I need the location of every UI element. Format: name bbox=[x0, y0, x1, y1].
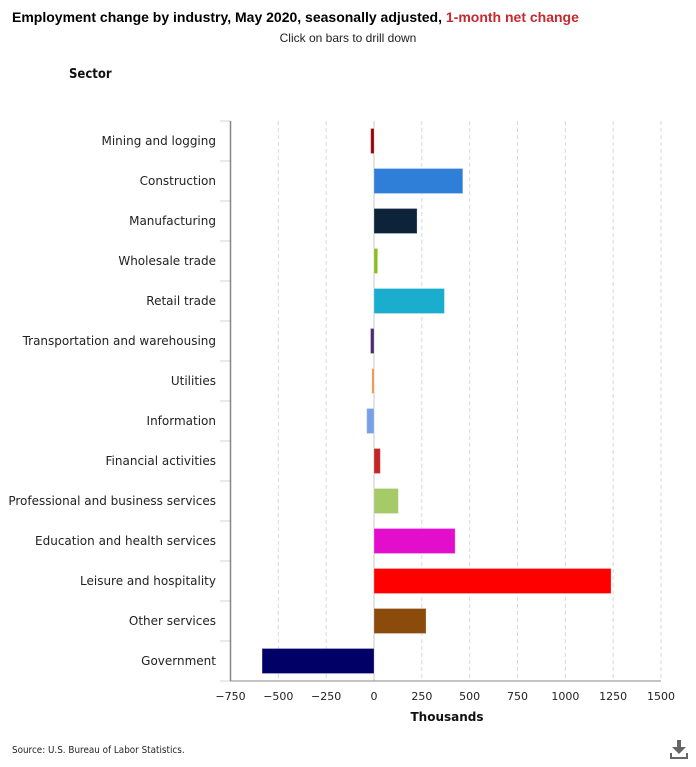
bar-other-services[interactable] bbox=[373, 608, 427, 634]
bar-government[interactable] bbox=[261, 648, 375, 674]
category-tick-marks bbox=[220, 120, 231, 682]
category-label: Transportation and warehousing bbox=[22, 334, 216, 348]
bar-education-and-health-services[interactable] bbox=[373, 528, 456, 554]
chart-title-accent: 1-month net change bbox=[445, 9, 579, 25]
bar-mining-and-logging[interactable] bbox=[370, 128, 375, 154]
category-label: Construction bbox=[140, 174, 216, 188]
x-tick-label: 500 bbox=[459, 690, 480, 703]
category-label: Utilities bbox=[171, 374, 216, 388]
category-axis-title: Sector bbox=[69, 67, 112, 82]
x-tick-label: 750 bbox=[507, 690, 528, 703]
x-tick-label: −250 bbox=[311, 690, 341, 703]
category-label: Financial activities bbox=[106, 454, 216, 468]
x-tick-label: −500 bbox=[263, 690, 293, 703]
bars bbox=[261, 128, 612, 674]
gridlines bbox=[277, 121, 662, 681]
x-tick-label: 1000 bbox=[551, 690, 579, 703]
category-label: Manufacturing bbox=[129, 214, 216, 228]
category-label: Leisure and hospitality bbox=[80, 574, 216, 588]
category-label: Other services bbox=[129, 614, 216, 628]
chart-subtitle: Click on bars to drill down bbox=[279, 31, 417, 45]
x-tick-label: 1250 bbox=[599, 690, 627, 703]
x-tick-label: 0 bbox=[371, 690, 378, 703]
download-icon bbox=[670, 740, 688, 759]
bar-information[interactable] bbox=[366, 408, 375, 434]
category-label: Wholesale trade bbox=[118, 254, 216, 268]
bar-retail-trade[interactable] bbox=[373, 288, 445, 314]
x-tick-label: 1500 bbox=[647, 690, 675, 703]
x-tick-label: −750 bbox=[215, 690, 245, 703]
category-label: Education and health services bbox=[35, 534, 216, 548]
category-labels: Mining and logging Construction Manufactur… bbox=[8, 134, 216, 668]
category-label: Information bbox=[147, 414, 216, 428]
bar-professional-and-business-services[interactable] bbox=[373, 488, 399, 514]
bar-financial-activities[interactable] bbox=[373, 448, 381, 474]
bar-manufacturing[interactable] bbox=[373, 208, 418, 234]
category-label: Mining and logging bbox=[101, 134, 216, 148]
bar-leisure-and-hospitality[interactable] bbox=[373, 568, 612, 594]
value-tick-labels: −750 −500 −250 0 250 500 750 1000 1250 1500 bbox=[215, 690, 675, 703]
chart-title: Employment change by industry, May 2020,… bbox=[12, 9, 579, 25]
x-axis-title: Thousands bbox=[410, 710, 483, 724]
chart-title-main: Employment change by industry, May 2020,… bbox=[12, 9, 446, 25]
category-label: Professional and business services bbox=[8, 494, 216, 508]
bar-construction[interactable] bbox=[373, 168, 464, 194]
bar-transportation-and-warehousing[interactable] bbox=[370, 328, 375, 354]
bar-utilities[interactable] bbox=[371, 368, 375, 394]
category-label: Retail trade bbox=[146, 294, 216, 308]
download-button[interactable] bbox=[668, 738, 690, 760]
category-label: Government bbox=[141, 654, 216, 668]
x-tick-label: 250 bbox=[411, 690, 432, 703]
source-note: Source: U.S. Bureau of Labor Statistics. bbox=[12, 745, 185, 756]
bar-wholesale-trade[interactable] bbox=[373, 248, 379, 274]
